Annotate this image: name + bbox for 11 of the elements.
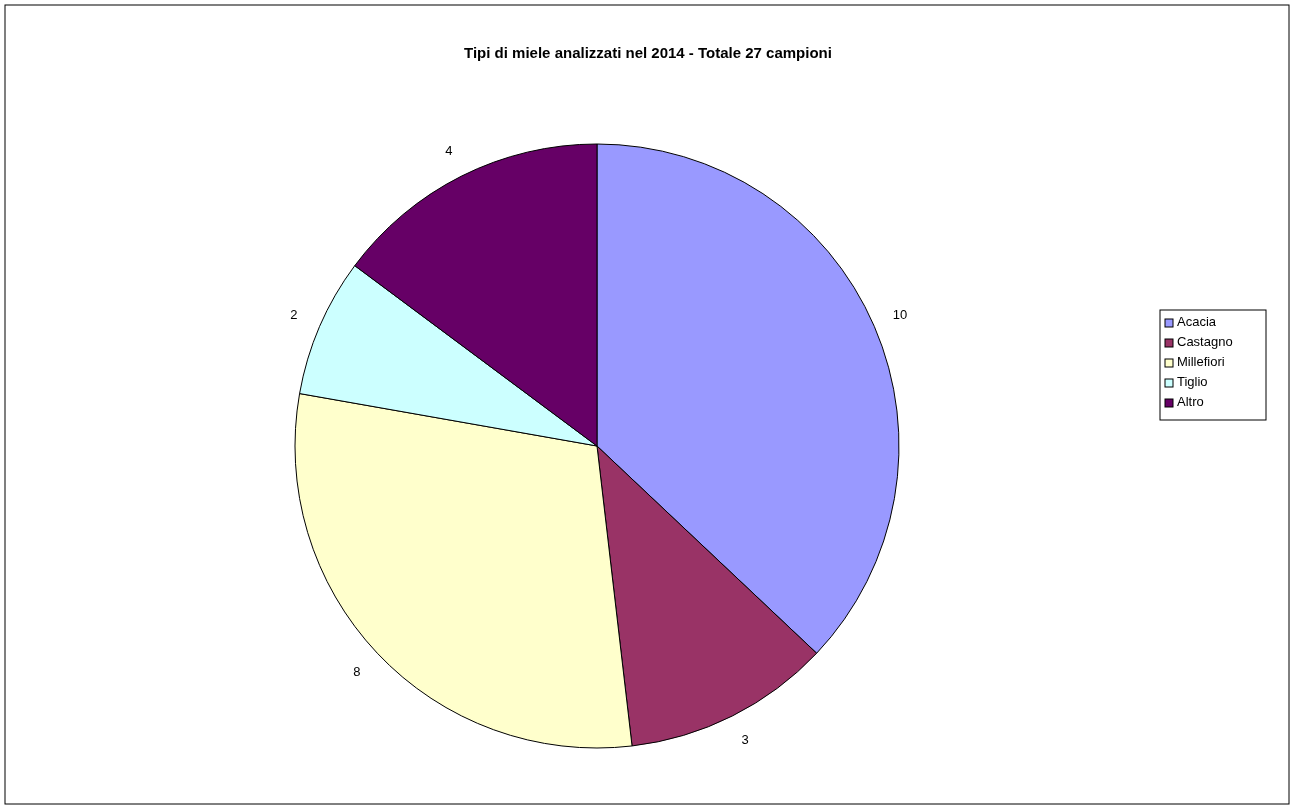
data-label: 4 [445, 142, 453, 158]
legend-label: Castagno [1177, 334, 1233, 350]
legend-label: Tiglio [1177, 374, 1208, 390]
legend-label: Altro [1177, 394, 1204, 410]
legend-label: Millefiori [1177, 354, 1225, 370]
data-label: 8 [353, 663, 361, 679]
data-label: 3 [741, 732, 749, 748]
legend-label: Acacia [1177, 314, 1217, 330]
chart-title: Tipi di miele analizzati nel 2014 - Totale 27 campioni [464, 44, 832, 61]
data-label: 2 [290, 306, 298, 322]
data-label: 10 [892, 306, 908, 322]
